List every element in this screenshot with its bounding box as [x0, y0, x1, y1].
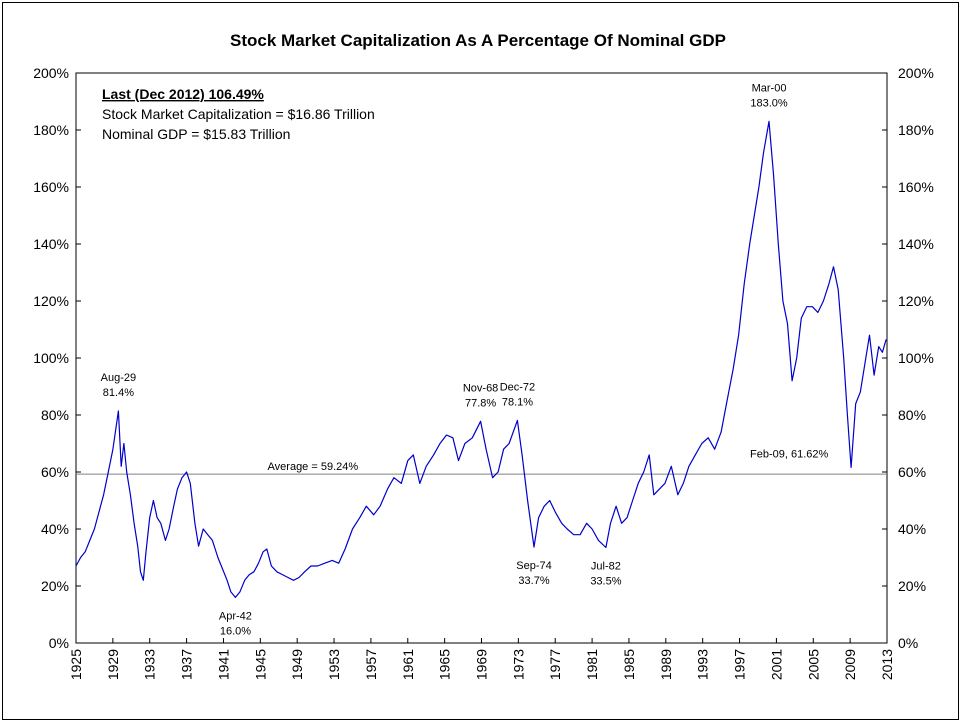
y-tick-label-left: 100% [33, 350, 69, 366]
x-tick-label: 1941 [215, 649, 231, 680]
y-tick-label-left: 60% [41, 464, 69, 480]
info-box: Last (Dec 2012) 106.49% Stock Market Cap… [102, 86, 375, 142]
y-axis-right: 0% 20% 40% 60% 80% 100% 120% 140% 160% 180% 200% [882, 65, 934, 651]
x-tick-label: 1945 [252, 649, 268, 680]
y-tick-label-left: 180% [33, 122, 69, 138]
annotation-label: Feb-09, 61.62% [750, 448, 828, 460]
info-headline: Last (Dec 2012) 106.49% [102, 86, 264, 102]
annotation-date: Jul-82 [591, 561, 621, 573]
x-tick-label: 1957 [363, 649, 379, 680]
annotation-date: Aug-29 [101, 372, 136, 384]
x-tick-label: 1961 [400, 649, 416, 680]
annotation-date: Nov-68 [463, 382, 498, 394]
average-label: Average = 59.24% [268, 461, 359, 473]
x-tick-label: 1949 [289, 649, 305, 680]
x-tick-label: 2001 [768, 649, 784, 680]
y-tick-label-right: 120% [898, 293, 934, 309]
y-tick-label-left: 20% [41, 578, 69, 594]
x-tick-label: 1933 [142, 649, 158, 680]
average-line-group: Average = 59.24% [76, 461, 887, 475]
x-tick-label: 1965 [437, 649, 453, 680]
annotation-date: Dec-72 [500, 381, 535, 393]
x-tick-label: 1981 [584, 649, 600, 680]
annotation-value: 78.1% [502, 396, 533, 408]
y-tick-label-left: 120% [33, 293, 69, 309]
chart-title: Stock Market Capitalization As A Percent… [230, 31, 726, 50]
info-market-cap: Stock Market Capitalization = $16.86 Tri… [102, 106, 375, 122]
y-tick-label-left: 140% [33, 236, 69, 252]
plot-area [75, 72, 888, 644]
y-tick-label-right: 60% [898, 464, 926, 480]
x-tick-label: 1953 [326, 649, 342, 680]
y-tick-label-left: 160% [33, 179, 69, 195]
info-gdp: Nominal GDP = $15.83 Trillion [102, 126, 290, 142]
y-tick-label-right: 180% [898, 122, 934, 138]
x-tick-label: 1977 [547, 649, 563, 680]
x-tick-label: 2005 [805, 649, 821, 680]
x-tick-label: 1989 [658, 649, 674, 680]
x-tick-label: 1925 [68, 649, 84, 680]
annotation-date: Mar-00 [752, 82, 787, 94]
x-tick-label: 1993 [695, 649, 711, 680]
annotation-value: 33.5% [590, 576, 621, 588]
x-axis: 1925 1929 1933 1937 1941 1945 1949 1953 1957 1961… [68, 638, 895, 680]
y-tick-label-right: 40% [898, 521, 926, 537]
y-tick-label-right: 160% [898, 179, 934, 195]
y-axis-left: 0% 20% 40% 60% 80% 100% 120% 140% 160% 180% 200% [33, 65, 81, 651]
y-tick-label-left: 200% [33, 65, 69, 81]
annotation-value: 33.7% [518, 575, 549, 587]
annotation-value: 77.8% [465, 397, 496, 409]
annotation-date: Sep-74 [516, 560, 551, 572]
x-tick-label: 1973 [510, 649, 526, 680]
y-tick-label-right: 20% [898, 578, 926, 594]
x-tick-label: 2009 [842, 649, 858, 680]
x-tick-label: 1969 [474, 649, 490, 680]
series-line [75, 120, 887, 598]
y-tick-label-left: 40% [41, 521, 69, 537]
x-tick-label: 1929 [105, 649, 121, 680]
annotation-value: 183.0% [750, 97, 788, 109]
y-tick-label-right: 80% [898, 407, 926, 423]
x-tick-label: 2013 [879, 649, 895, 680]
annotation-date: Apr-42 [219, 610, 252, 622]
y-tick-label-right: 0% [898, 635, 918, 651]
y-tick-label-left: 80% [41, 407, 69, 423]
annotation-value: 81.4% [103, 387, 134, 399]
y-tick-label-right: 200% [898, 65, 934, 81]
x-tick-label: 1985 [621, 649, 637, 680]
x-tick-label: 1997 [732, 649, 748, 680]
y-tick-label-right: 100% [898, 350, 934, 366]
peak-trough-annotations: Aug-29 81.4% Apr-42 16.0% Nov-68 77.8% Dec-72 7… [101, 82, 829, 637]
y-tick-label-right: 140% [898, 236, 934, 252]
y-tick-label-left: 0% [49, 635, 69, 651]
x-tick-label: 1937 [179, 649, 195, 680]
annotation-value: 16.0% [220, 625, 251, 637]
